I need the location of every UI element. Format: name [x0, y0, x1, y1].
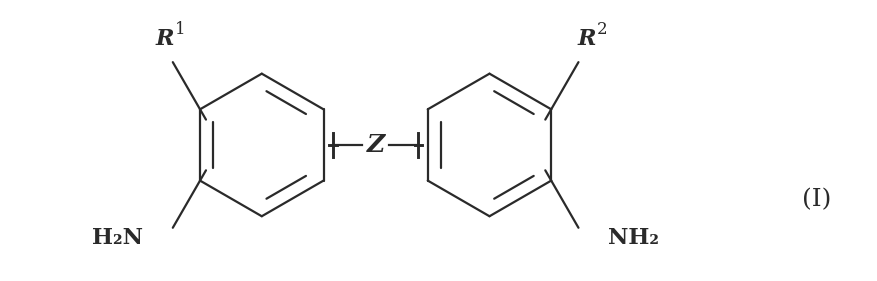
- Text: (I): (I): [801, 188, 830, 211]
- Text: H₂N: H₂N: [92, 227, 143, 249]
- Text: 1: 1: [175, 21, 186, 38]
- Text: Z: Z: [366, 133, 384, 157]
- Text: NH₂: NH₂: [608, 227, 659, 249]
- Text: R: R: [576, 28, 595, 50]
- Text: R: R: [155, 28, 174, 50]
- Text: 2: 2: [596, 21, 607, 38]
